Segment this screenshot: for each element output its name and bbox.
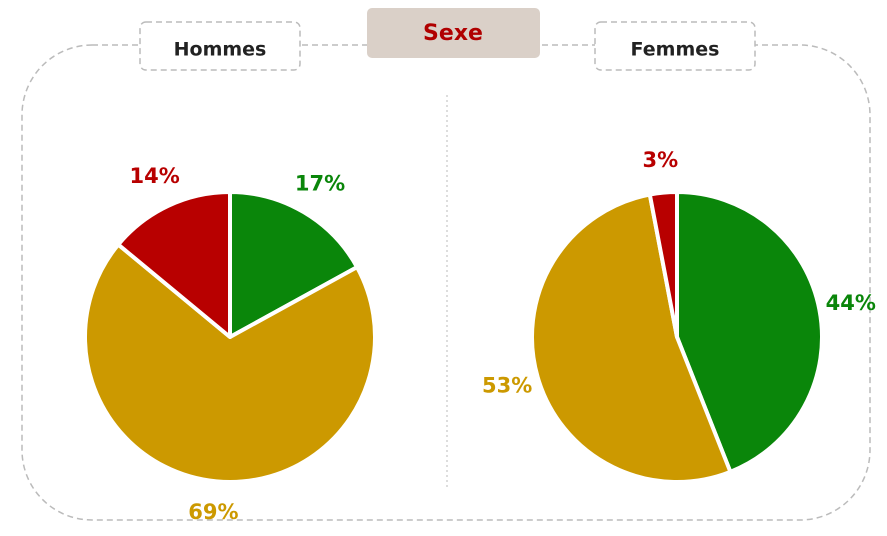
chart-title: Femmes <box>631 39 720 61</box>
page-title: Sexe <box>423 21 483 46</box>
data-label: 14% <box>130 164 180 188</box>
data-label: 17% <box>295 172 345 196</box>
data-label: 53% <box>482 373 532 397</box>
header-box <box>594 21 756 71</box>
pie-slice <box>647 190 679 339</box>
data-label: 44% <box>826 291 876 315</box>
title-box <box>367 8 540 58</box>
pie-slice <box>83 242 377 484</box>
header-box <box>139 21 301 71</box>
pie-slice <box>675 190 824 474</box>
chart-title: Hommes <box>174 39 267 61</box>
data-label: 69% <box>188 500 238 524</box>
pie-slice <box>530 192 733 484</box>
pie-slice <box>228 190 360 339</box>
pie-slice <box>116 190 232 339</box>
data-label: 3% <box>643 148 679 172</box>
